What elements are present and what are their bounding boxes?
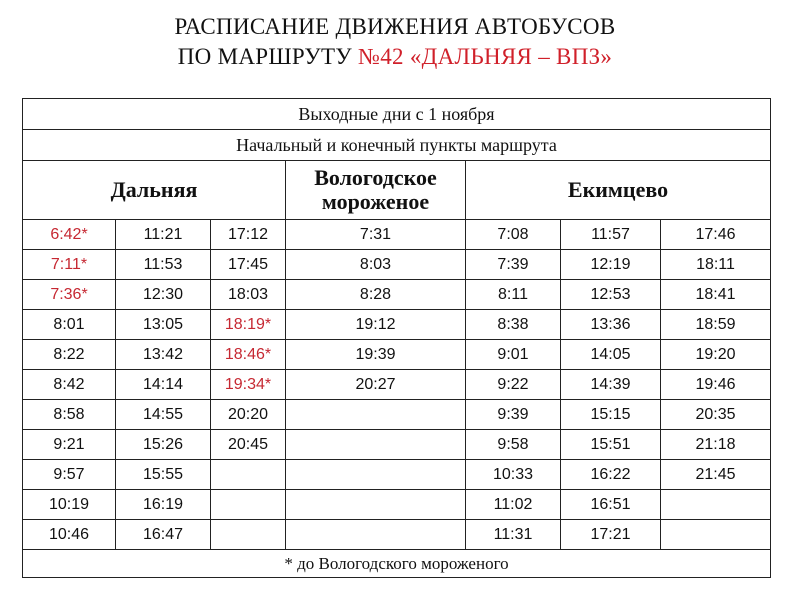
departure-time-cell: 8:01 xyxy=(22,309,116,340)
departure-time-cell xyxy=(285,399,466,430)
departure-time-cell: 20:45 xyxy=(210,429,286,460)
departure-time-cell xyxy=(285,459,466,490)
route-points-header: Начальный и конечный пункты маршрута xyxy=(22,129,771,161)
departure-time-cell: 8:38 xyxy=(465,309,561,340)
departure-time-cell: 17:12 xyxy=(210,219,286,250)
departure-time-cell: 15:15 xyxy=(560,399,661,430)
departure-time-cell: 8:28 xyxy=(285,279,466,310)
page-title: РАСПИСАНИЕ ДВИЖЕНИЯ АВТОБУСОВ xyxy=(174,14,616,39)
departure-time-cell: 21:18 xyxy=(660,429,771,460)
departure-time-cell xyxy=(285,489,466,520)
stop-header-ekimtsevo: Екимцево xyxy=(465,160,771,220)
departure-time-cell: 9:57 xyxy=(22,459,116,490)
table-row: 10:46 16:47 11:31 17:21 xyxy=(22,519,771,550)
departure-time-cell: 12:30 xyxy=(115,279,211,310)
departure-time-cell: 18:11 xyxy=(660,249,771,280)
departure-time-cell: 19:46 xyxy=(660,369,771,400)
departure-time-cell: 14:55 xyxy=(115,399,211,430)
route-name: №42 «ДАЛЬНЯЯ – ВПЗ» xyxy=(357,44,613,69)
departure-time-cell: 17:46 xyxy=(660,219,771,250)
departure-time-cell: 18:19* xyxy=(210,309,286,340)
schedule-table: Выходные дни с 1 ноября Начальный и коне… xyxy=(22,98,771,578)
route-prefix: ПО МАРШРУТУ xyxy=(177,44,358,69)
departure-time-cell: 12:53 xyxy=(560,279,661,310)
table-row: 7:36* 12:30 18:03 8:28 8:11 12:53 18:41 xyxy=(22,279,771,310)
departure-time-cell: 13:36 xyxy=(560,309,661,340)
departure-time-cell: 9:22 xyxy=(465,369,561,400)
departure-time-cell xyxy=(210,489,286,520)
departure-time-cell: 15:55 xyxy=(115,459,211,490)
departure-time-cell xyxy=(660,519,771,550)
departure-time-cell: 10:33 xyxy=(465,459,561,490)
departure-time-cell: 18:41 xyxy=(660,279,771,310)
departure-time-cell: 8:11 xyxy=(465,279,561,310)
departure-time-cell: 9:39 xyxy=(465,399,561,430)
departure-time-cell: 18:03 xyxy=(210,279,286,310)
table-row: 6:42* 11:21 17:12 7:31 7:08 11:57 17:46 xyxy=(22,219,771,250)
departure-time-cell: 16:22 xyxy=(560,459,661,490)
departure-time-cell: 7:11* xyxy=(22,249,116,280)
departure-time-cell: 21:45 xyxy=(660,459,771,490)
table-row: 8:58 14:55 20:20 9:39 15:15 20:35 xyxy=(22,399,771,430)
table-row: 8:01 13:05 18:19* 19:12 8:38 13:36 18:59 xyxy=(22,309,771,340)
departure-time-cell: 19:12 xyxy=(285,309,466,340)
table-row: 7:11* 11:53 17:45 8:03 7:39 12:19 18:11 xyxy=(22,249,771,280)
departure-time-cell: 7:31 xyxy=(285,219,466,250)
day-type-header: Выходные дни с 1 ноября xyxy=(22,98,771,130)
departure-time-cell: 11:57 xyxy=(560,219,661,250)
departure-time-cell: 7:08 xyxy=(465,219,561,250)
departure-time-cell: 8:42 xyxy=(22,369,116,400)
departure-time-cell: 15:51 xyxy=(560,429,661,460)
departure-time-cell: 11:53 xyxy=(115,249,211,280)
departure-time-cell: 16:51 xyxy=(560,489,661,520)
table-row: 10:19 16:19 11:02 16:51 xyxy=(22,489,771,520)
departure-time-cell xyxy=(285,519,466,550)
departure-time-cell: 12:19 xyxy=(560,249,661,280)
departure-time-cell: 16:19 xyxy=(115,489,211,520)
departure-time-cell: 9:21 xyxy=(22,429,116,460)
departure-time-cell: 9:01 xyxy=(465,339,561,370)
departure-time-cell xyxy=(285,429,466,460)
departure-time-cell: 19:20 xyxy=(660,339,771,370)
departure-time-cell: 19:39 xyxy=(285,339,466,370)
departure-time-cell: 14:39 xyxy=(560,369,661,400)
departure-time-cell xyxy=(210,459,286,490)
departure-time-cell: 19:34* xyxy=(210,369,286,400)
departure-time-cell: 18:59 xyxy=(660,309,771,340)
departure-time-cell: 17:45 xyxy=(210,249,286,280)
departure-time-cell: 8:22 xyxy=(22,339,116,370)
departure-time-cell: 8:58 xyxy=(22,399,116,430)
departure-time-cell: 10:19 xyxy=(22,489,116,520)
stop-header-vologodskoe-morozhenoe: Вологодское мороженое xyxy=(285,160,466,220)
departure-time-cell: 11:21 xyxy=(115,219,211,250)
table-row: 9:57 15:55 10:33 16:22 21:45 xyxy=(22,459,771,490)
departure-time-cell: 7:36* xyxy=(22,279,116,310)
table-row: 9:21 15:26 20:45 9:58 15:51 21:18 xyxy=(22,429,771,460)
departure-time-cell: 6:42* xyxy=(22,219,116,250)
departure-time-cell xyxy=(660,489,771,520)
departure-time-cell: 20:35 xyxy=(660,399,771,430)
departure-time-cell: 11:02 xyxy=(465,489,561,520)
departure-time-cell: 16:47 xyxy=(115,519,211,550)
departure-time-cell: 13:42 xyxy=(115,339,211,370)
departure-time-cell: 8:03 xyxy=(285,249,466,280)
departure-time-cell: 13:05 xyxy=(115,309,211,340)
departure-time-cell xyxy=(210,519,286,550)
departure-time-cell: 20:20 xyxy=(210,399,286,430)
departure-time-cell: 18:46* xyxy=(210,339,286,370)
table-row: 8:22 13:42 18:46* 19:39 9:01 14:05 19:20 xyxy=(22,339,771,370)
departure-time-cell: 17:21 xyxy=(560,519,661,550)
stop-header-dalnyaya: Дальняя xyxy=(22,160,286,220)
departure-time-cell: 15:26 xyxy=(115,429,211,460)
footnote: * до Вологодского мороженого xyxy=(22,549,771,578)
table-row: 8:42 14:14 19:34* 20:27 9:22 14:39 19:46 xyxy=(22,369,771,400)
departure-time-cell: 7:39 xyxy=(465,249,561,280)
departure-time-cell: 10:46 xyxy=(22,519,116,550)
route-title: ПО МАРШРУТУ №42 «ДАЛЬНЯЯ – ВПЗ» xyxy=(0,44,790,70)
departure-time-cell: 11:31 xyxy=(465,519,561,550)
departure-time-cell: 14:14 xyxy=(115,369,211,400)
departure-time-cell: 14:05 xyxy=(560,339,661,370)
departure-time-cell: 9:58 xyxy=(465,429,561,460)
departure-time-cell: 20:27 xyxy=(285,369,466,400)
